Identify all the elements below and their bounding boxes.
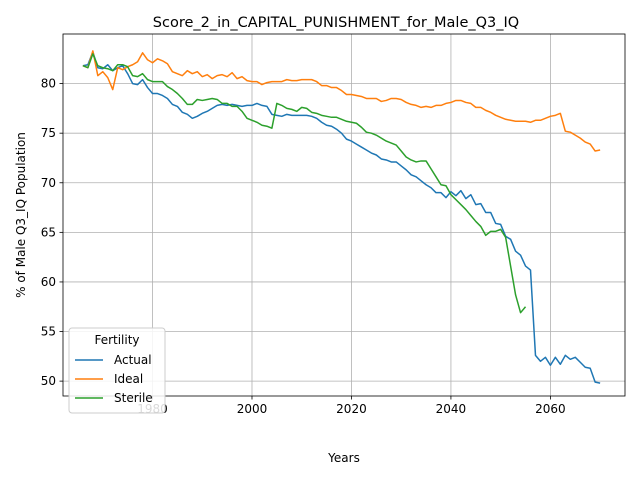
series-line-ideal [82,50,601,152]
y-tick-label: 65 [41,225,56,239]
legend-label-sterile: Sterile [114,391,153,405]
legend-label-ideal: Ideal [114,372,143,386]
plot-frame [62,33,626,397]
x-tick-label: 2000 [237,402,268,416]
series-group [82,50,601,384]
y-tick-label: 75 [41,126,56,140]
x-tick-label: 2020 [336,402,367,416]
y-tick-label: 50 [41,374,56,388]
y-tick-label: 60 [41,275,56,289]
x-axis-label: Years [327,451,360,465]
legend: Fertility Actual Ideal Sterile [68,327,166,414]
y-tick-label: 80 [41,77,56,91]
chart-title: Score_2_in_CAPITAL_PUNISHMENT_for_Male_Q… [153,15,519,31]
series-line-actual [82,51,601,384]
x-tick-label: 2060 [535,402,566,416]
legend-title: Fertility [94,333,139,347]
y-tick-label: 70 [41,176,56,190]
y-tick-label: 55 [41,325,56,339]
series-line-sterile [82,53,527,314]
y-axis-label: % of Male Q3_IQ Population [14,132,28,298]
legend-box [68,327,166,414]
x-tick-label: 2040 [436,402,467,416]
legend-label-actual: Actual [114,353,152,367]
